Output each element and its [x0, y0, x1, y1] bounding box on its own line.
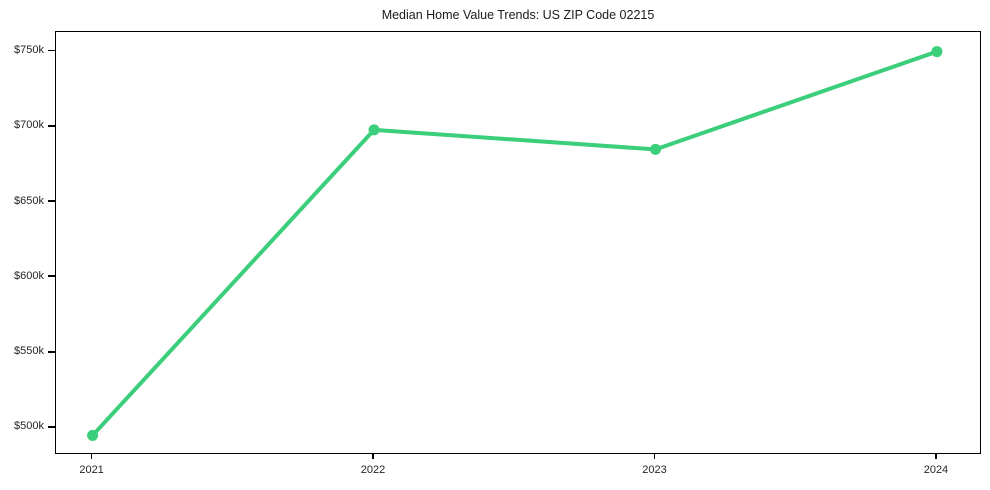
y-tick-mark [48, 200, 55, 202]
y-tick-label: $500k [14, 420, 44, 433]
x-tick-mark [90, 454, 93, 459]
x-tick-label: 2022 [360, 464, 386, 476]
y-tick-mark [48, 275, 55, 278]
data-point-marker [931, 46, 943, 58]
y-tick-mark [48, 350, 55, 353]
y-tick-mark [48, 426, 55, 428]
line-chart-canvas [87, 46, 943, 441]
line-series [90, 49, 939, 438]
data-point-marker [87, 429, 99, 441]
x-tick-label: 2024 [923, 464, 949, 476]
y-tick-mark [48, 124, 55, 127]
x-tick-mark [935, 454, 937, 459]
y-tick-label: $550k [14, 345, 44, 358]
x-tick-mark [372, 454, 374, 459]
x-tick-label: 2023 [642, 464, 667, 476]
x-tick-label: 2021 [79, 464, 104, 476]
chart-title: Median Home Value Trends: US ZIP Code 02… [381, 8, 655, 22]
data-point-marker [650, 143, 662, 155]
x-tick-mark [653, 454, 656, 459]
y-tick-mark [48, 49, 55, 52]
y-tick-label: $650k [14, 194, 44, 207]
plot-area [55, 31, 981, 454]
y-tick-label: $700k [14, 119, 44, 132]
data-point-marker [368, 124, 380, 136]
y-tick-label: $600k [14, 269, 44, 282]
y-tick-label: $750k [14, 44, 44, 57]
